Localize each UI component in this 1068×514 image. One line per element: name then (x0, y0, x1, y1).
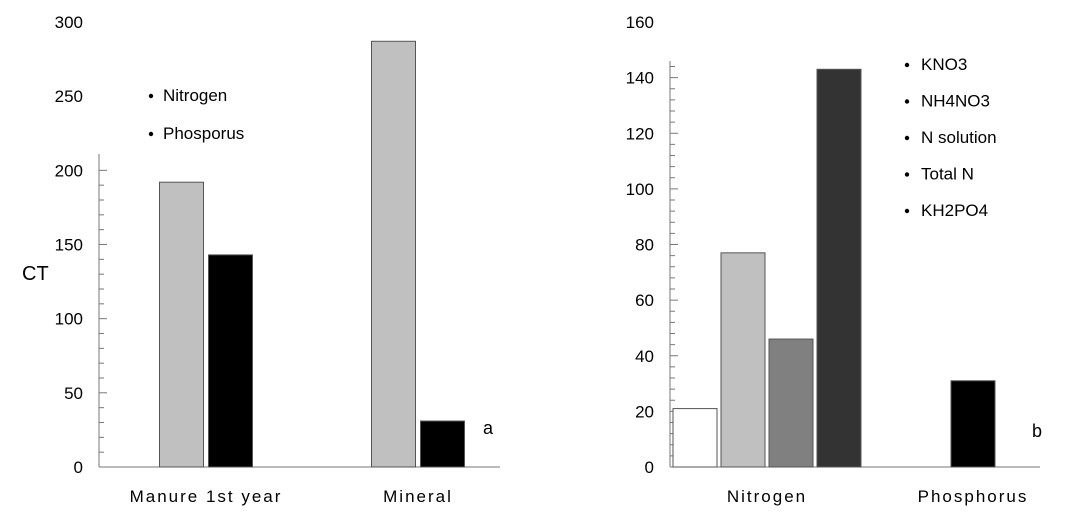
legend-bullet (148, 93, 154, 99)
y-tick-label: 200 (55, 161, 83, 180)
legend-bullet (904, 172, 910, 177)
legend-entry: KH2PO4 (921, 201, 988, 220)
y-tick-label: 150 (55, 236, 83, 255)
bar-kh2po4 (950, 380, 996, 468)
y-tick-label: 0 (645, 458, 654, 477)
legend-entry: NH4NO3 (921, 92, 990, 111)
y-tick-label: 140 (626, 69, 654, 88)
bar-nh4no3 (720, 252, 766, 468)
y-tick-label: 120 (626, 124, 654, 143)
x-category-label: Manure 1st year (130, 487, 283, 506)
bar-n-solution (768, 338, 814, 468)
legend-entry: Nitrogen (163, 86, 227, 105)
panel-label: a (483, 418, 494, 438)
chart-a: 0 50 100 150 200 250 300 Manure 1st year Mineral… (22, 13, 500, 506)
bar-phosporus (420, 420, 465, 468)
legend-bullet (904, 208, 910, 214)
legend-bullet (148, 131, 154, 137)
y-tick-label: 60 (635, 291, 654, 310)
y-tick-label: 100 (626, 180, 654, 199)
y-tick-label: 300 (55, 13, 83, 32)
y-tick-label: 250 (55, 87, 83, 106)
legend-bullet (904, 62, 910, 68)
legend-bullet (904, 99, 910, 104)
y-tick-label: 20 (635, 402, 654, 421)
bar-kno3 (672, 408, 718, 468)
bar-nitrogen (371, 40, 416, 468)
y-tick-label: 0 (74, 458, 83, 477)
x-category-label: Nitrogen (727, 487, 807, 506)
bar-total-n (816, 68, 862, 468)
chart-b: 0 20 40 60 80 100 120 140 160 Nitrogen Phosphorus K… (626, 13, 1042, 506)
legend-entry: Phosporus (163, 124, 244, 143)
panel-label: b (1032, 421, 1042, 441)
legend-entry: KNO3 (921, 55, 967, 74)
legend-entry: N solution (921, 128, 997, 147)
x-category-label: Phosphorus (918, 487, 1029, 506)
bar-nitrogen (159, 181, 204, 468)
y-tick-label: 100 (55, 310, 83, 329)
y-tick-label: 50 (64, 384, 83, 403)
y-tick-label: 160 (626, 13, 654, 32)
legend-bullet (904, 135, 910, 141)
y-axis-label: CT (22, 263, 49, 285)
bar-phosporus (208, 254, 253, 468)
legend-entry: Total N (921, 165, 974, 184)
x-category-label: Mineral (383, 487, 453, 506)
y-tick-label: 80 (635, 236, 654, 255)
y-tick-label: 40 (635, 347, 654, 366)
